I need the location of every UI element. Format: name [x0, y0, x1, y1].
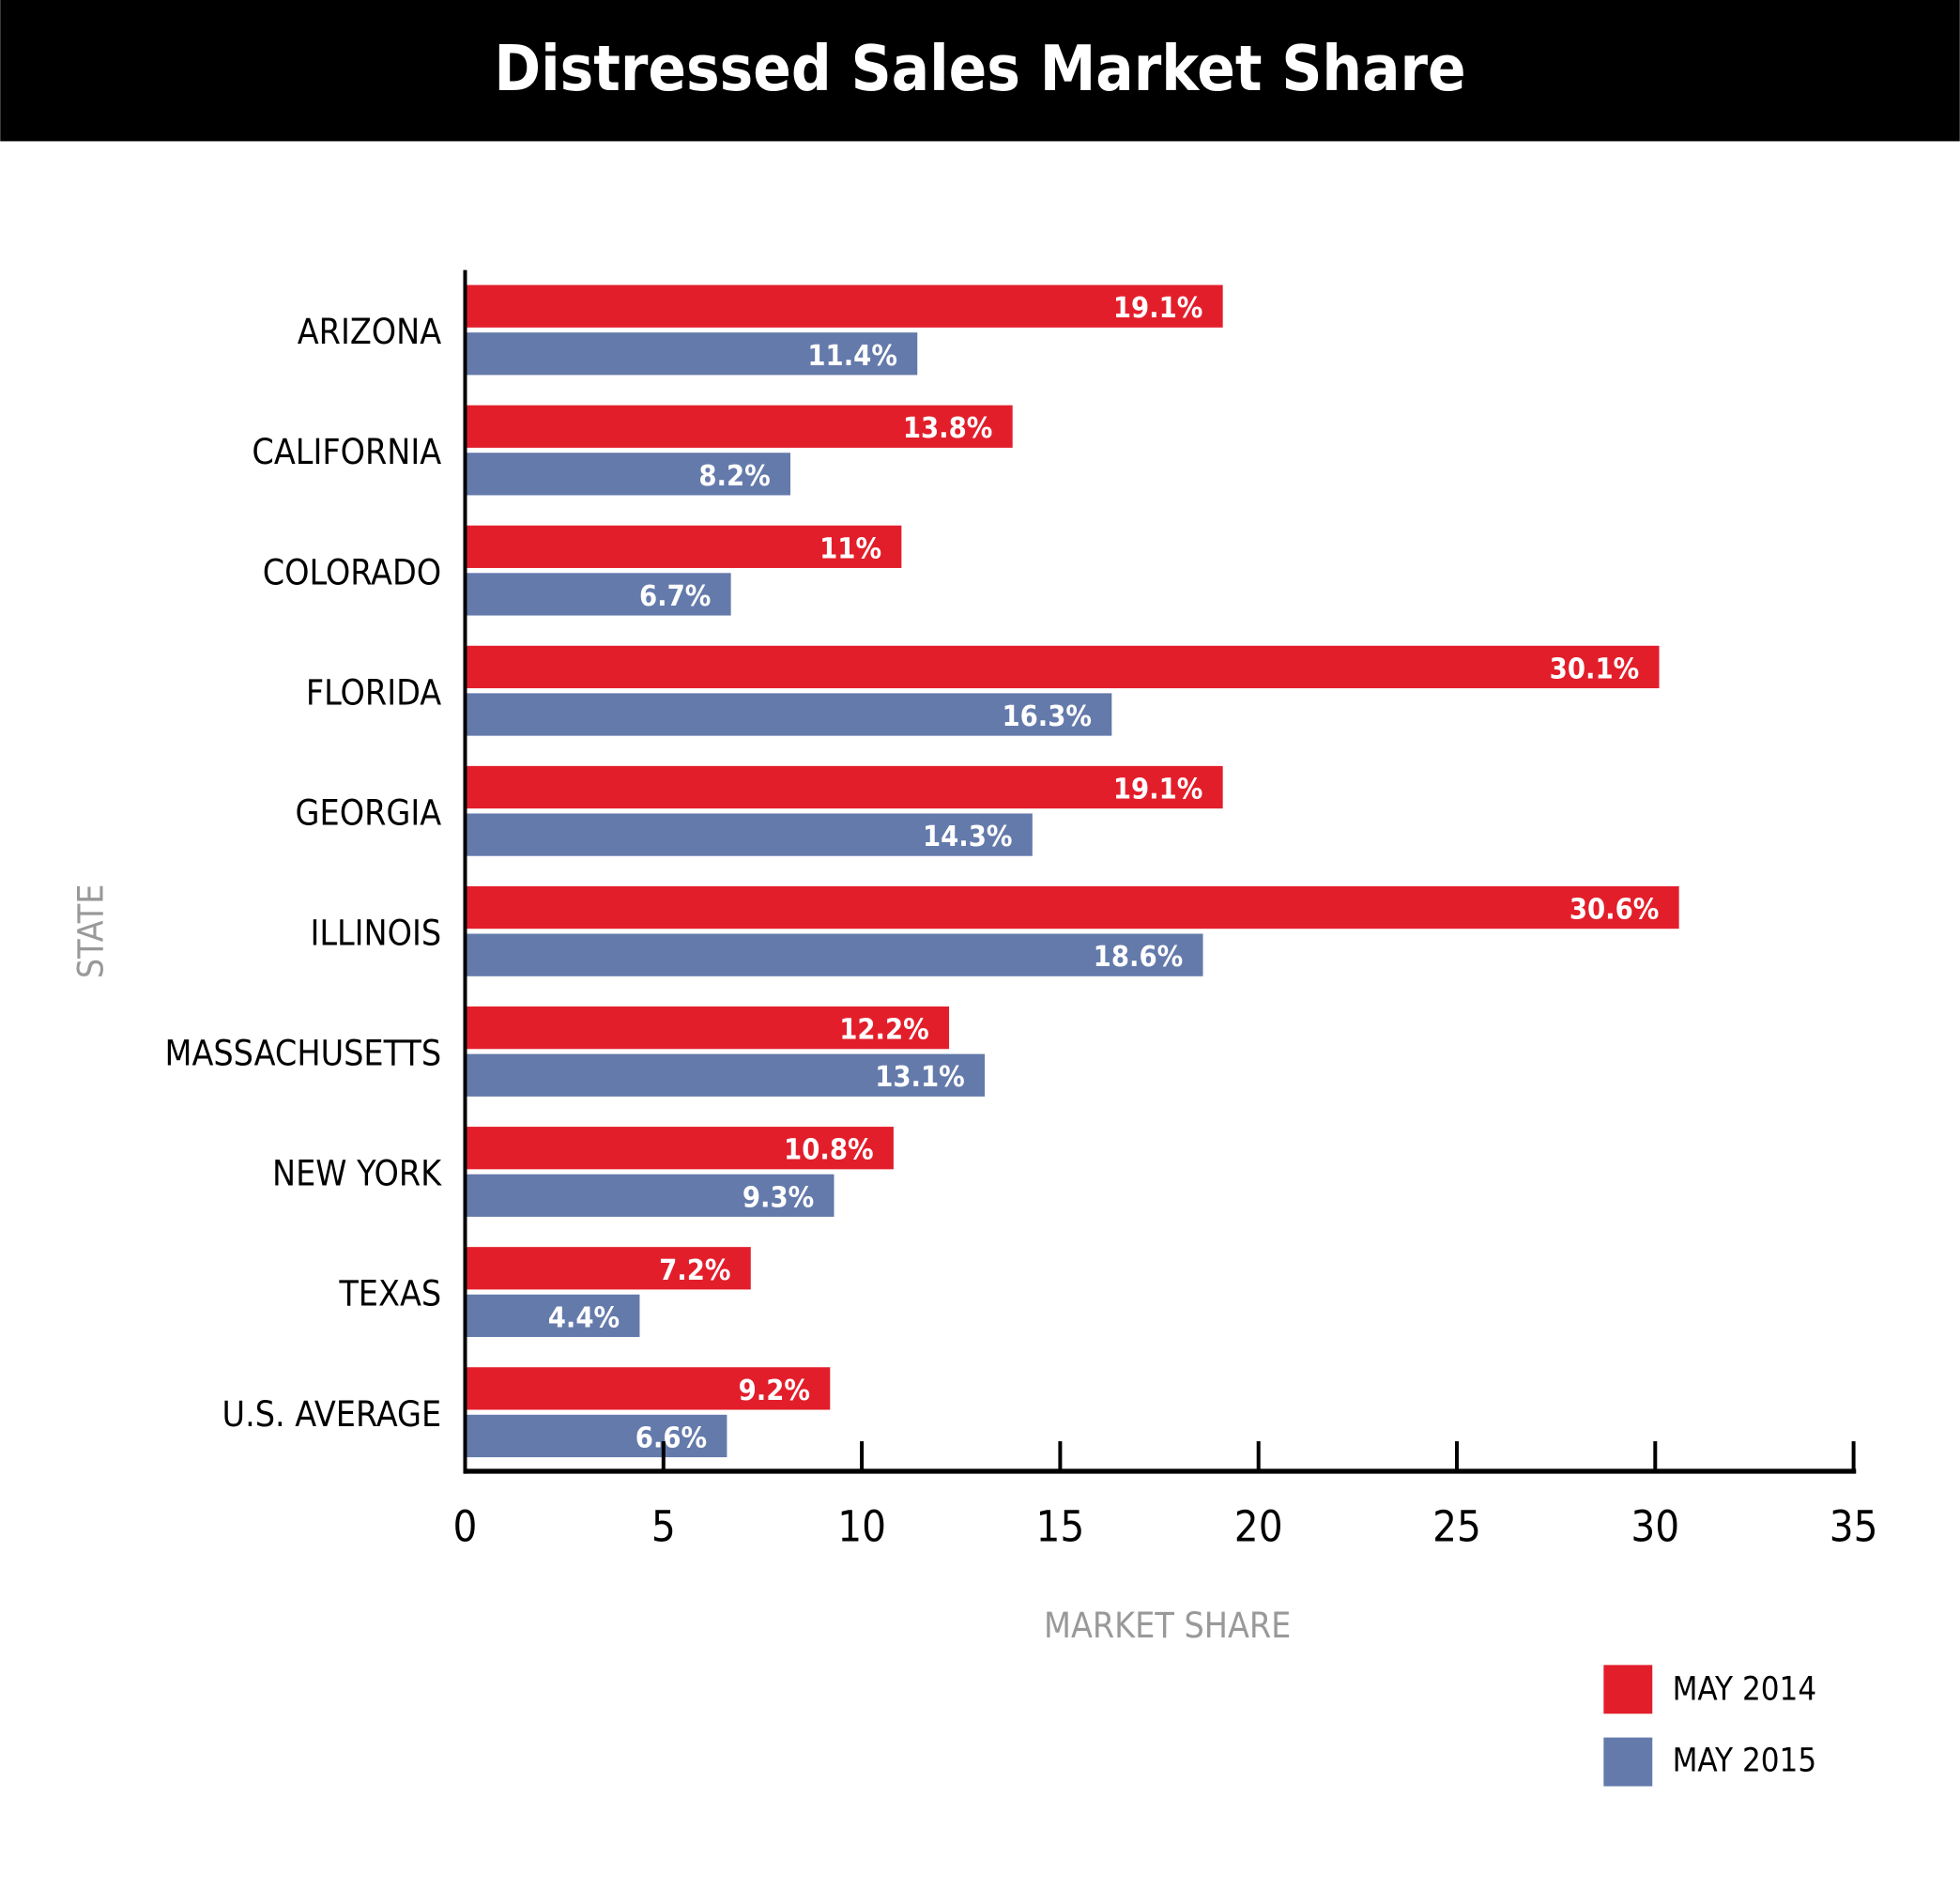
bar-may-2015 — [465, 1294, 640, 1338]
data-label: 9.2% — [739, 1375, 810, 1407]
x-tick-label: 20 — [1234, 1502, 1283, 1552]
legend-swatch-may-2015 — [1603, 1737, 1653, 1787]
category-label: COLORADO — [263, 551, 441, 592]
bar-may-2014 — [465, 885, 1679, 930]
data-label: 16.3% — [1002, 700, 1092, 733]
category-label: FLORIDA — [306, 671, 441, 713]
legend: MAY 2014 MAY 2015 — [1603, 1665, 1817, 1787]
bar-may-2015 — [465, 1414, 727, 1458]
data-label: 8.2% — [698, 460, 770, 493]
bar-may-2014 — [465, 1367, 831, 1410]
category-label: TEXAS — [338, 1273, 441, 1314]
data-label: 9.3% — [743, 1181, 814, 1214]
data-label: 6.6% — [635, 1421, 707, 1454]
category-label: GEORGIA — [296, 791, 442, 833]
data-label: 18.6% — [1094, 941, 1184, 974]
bar-may-2015 — [465, 933, 1203, 976]
title-bar — [0, 0, 1960, 142]
bar-may-2014 — [465, 1127, 894, 1170]
y-axis-label: STATE — [69, 884, 111, 979]
legend-label-may-2014: MAY 2014 — [1673, 1671, 1817, 1709]
bar-may-2015 — [465, 1053, 986, 1097]
bar-may-2015 — [465, 453, 791, 496]
category-label: CALIFORNIA — [252, 431, 441, 472]
data-label: 30.1% — [1550, 653, 1640, 685]
bar-may-2015 — [465, 573, 731, 616]
bar-may-2015 — [465, 693, 1112, 736]
data-label: 19.1% — [1113, 773, 1203, 806]
x-tick-label: 10 — [837, 1502, 886, 1552]
x-tick-label: 5 — [651, 1502, 676, 1552]
data-label: 14.3% — [923, 821, 1013, 853]
chart-title: Distressed Sales Market Share — [494, 32, 1465, 105]
x-tick-label: 0 — [453, 1502, 478, 1552]
bar-may-2015 — [465, 332, 918, 376]
bar-may-2014 — [465, 1247, 751, 1290]
data-label: 13.8% — [903, 412, 993, 445]
bar-may-2015 — [465, 1174, 835, 1217]
category-label: NEW YORK — [272, 1153, 442, 1194]
category-label: U.S. AVERAGE — [222, 1393, 442, 1435]
bar-may-2015 — [465, 813, 1033, 856]
bar-may-2014 — [465, 645, 1660, 689]
data-label: 30.6% — [1570, 894, 1660, 927]
x-axis-label: MARKET SHARE — [1044, 1605, 1291, 1646]
x-tick-label: 30 — [1631, 1502, 1679, 1552]
data-label: 6.7% — [639, 580, 711, 613]
data-label: 13.1% — [875, 1061, 965, 1094]
category-label: MASSACHUSETTS — [165, 1033, 442, 1074]
x-tick-label: 25 — [1432, 1502, 1481, 1552]
data-label: 11% — [819, 532, 881, 565]
bar-may-2014 — [465, 1006, 950, 1050]
x-tick-label: 15 — [1035, 1502, 1084, 1552]
category-label: ARIZONA — [298, 311, 442, 352]
legend-swatch-may-2014 — [1603, 1665, 1653, 1714]
category-label: ILLINOIS — [310, 913, 441, 954]
data-label: 7.2% — [659, 1254, 730, 1287]
bar-may-2014 — [465, 405, 1013, 448]
data-label: 12.2% — [839, 1014, 929, 1047]
data-label: 10.8% — [784, 1134, 874, 1167]
bar-may-2014 — [465, 765, 1223, 809]
data-label: 11.4% — [807, 340, 897, 373]
data-label: 19.1% — [1113, 292, 1203, 325]
bar-may-2014 — [465, 525, 902, 568]
legend-label-may-2015: MAY 2015 — [1673, 1743, 1817, 1780]
x-tick-label: 35 — [1830, 1502, 1878, 1552]
bar-may-2014 — [465, 284, 1223, 328]
data-label: 4.4% — [548, 1301, 620, 1334]
